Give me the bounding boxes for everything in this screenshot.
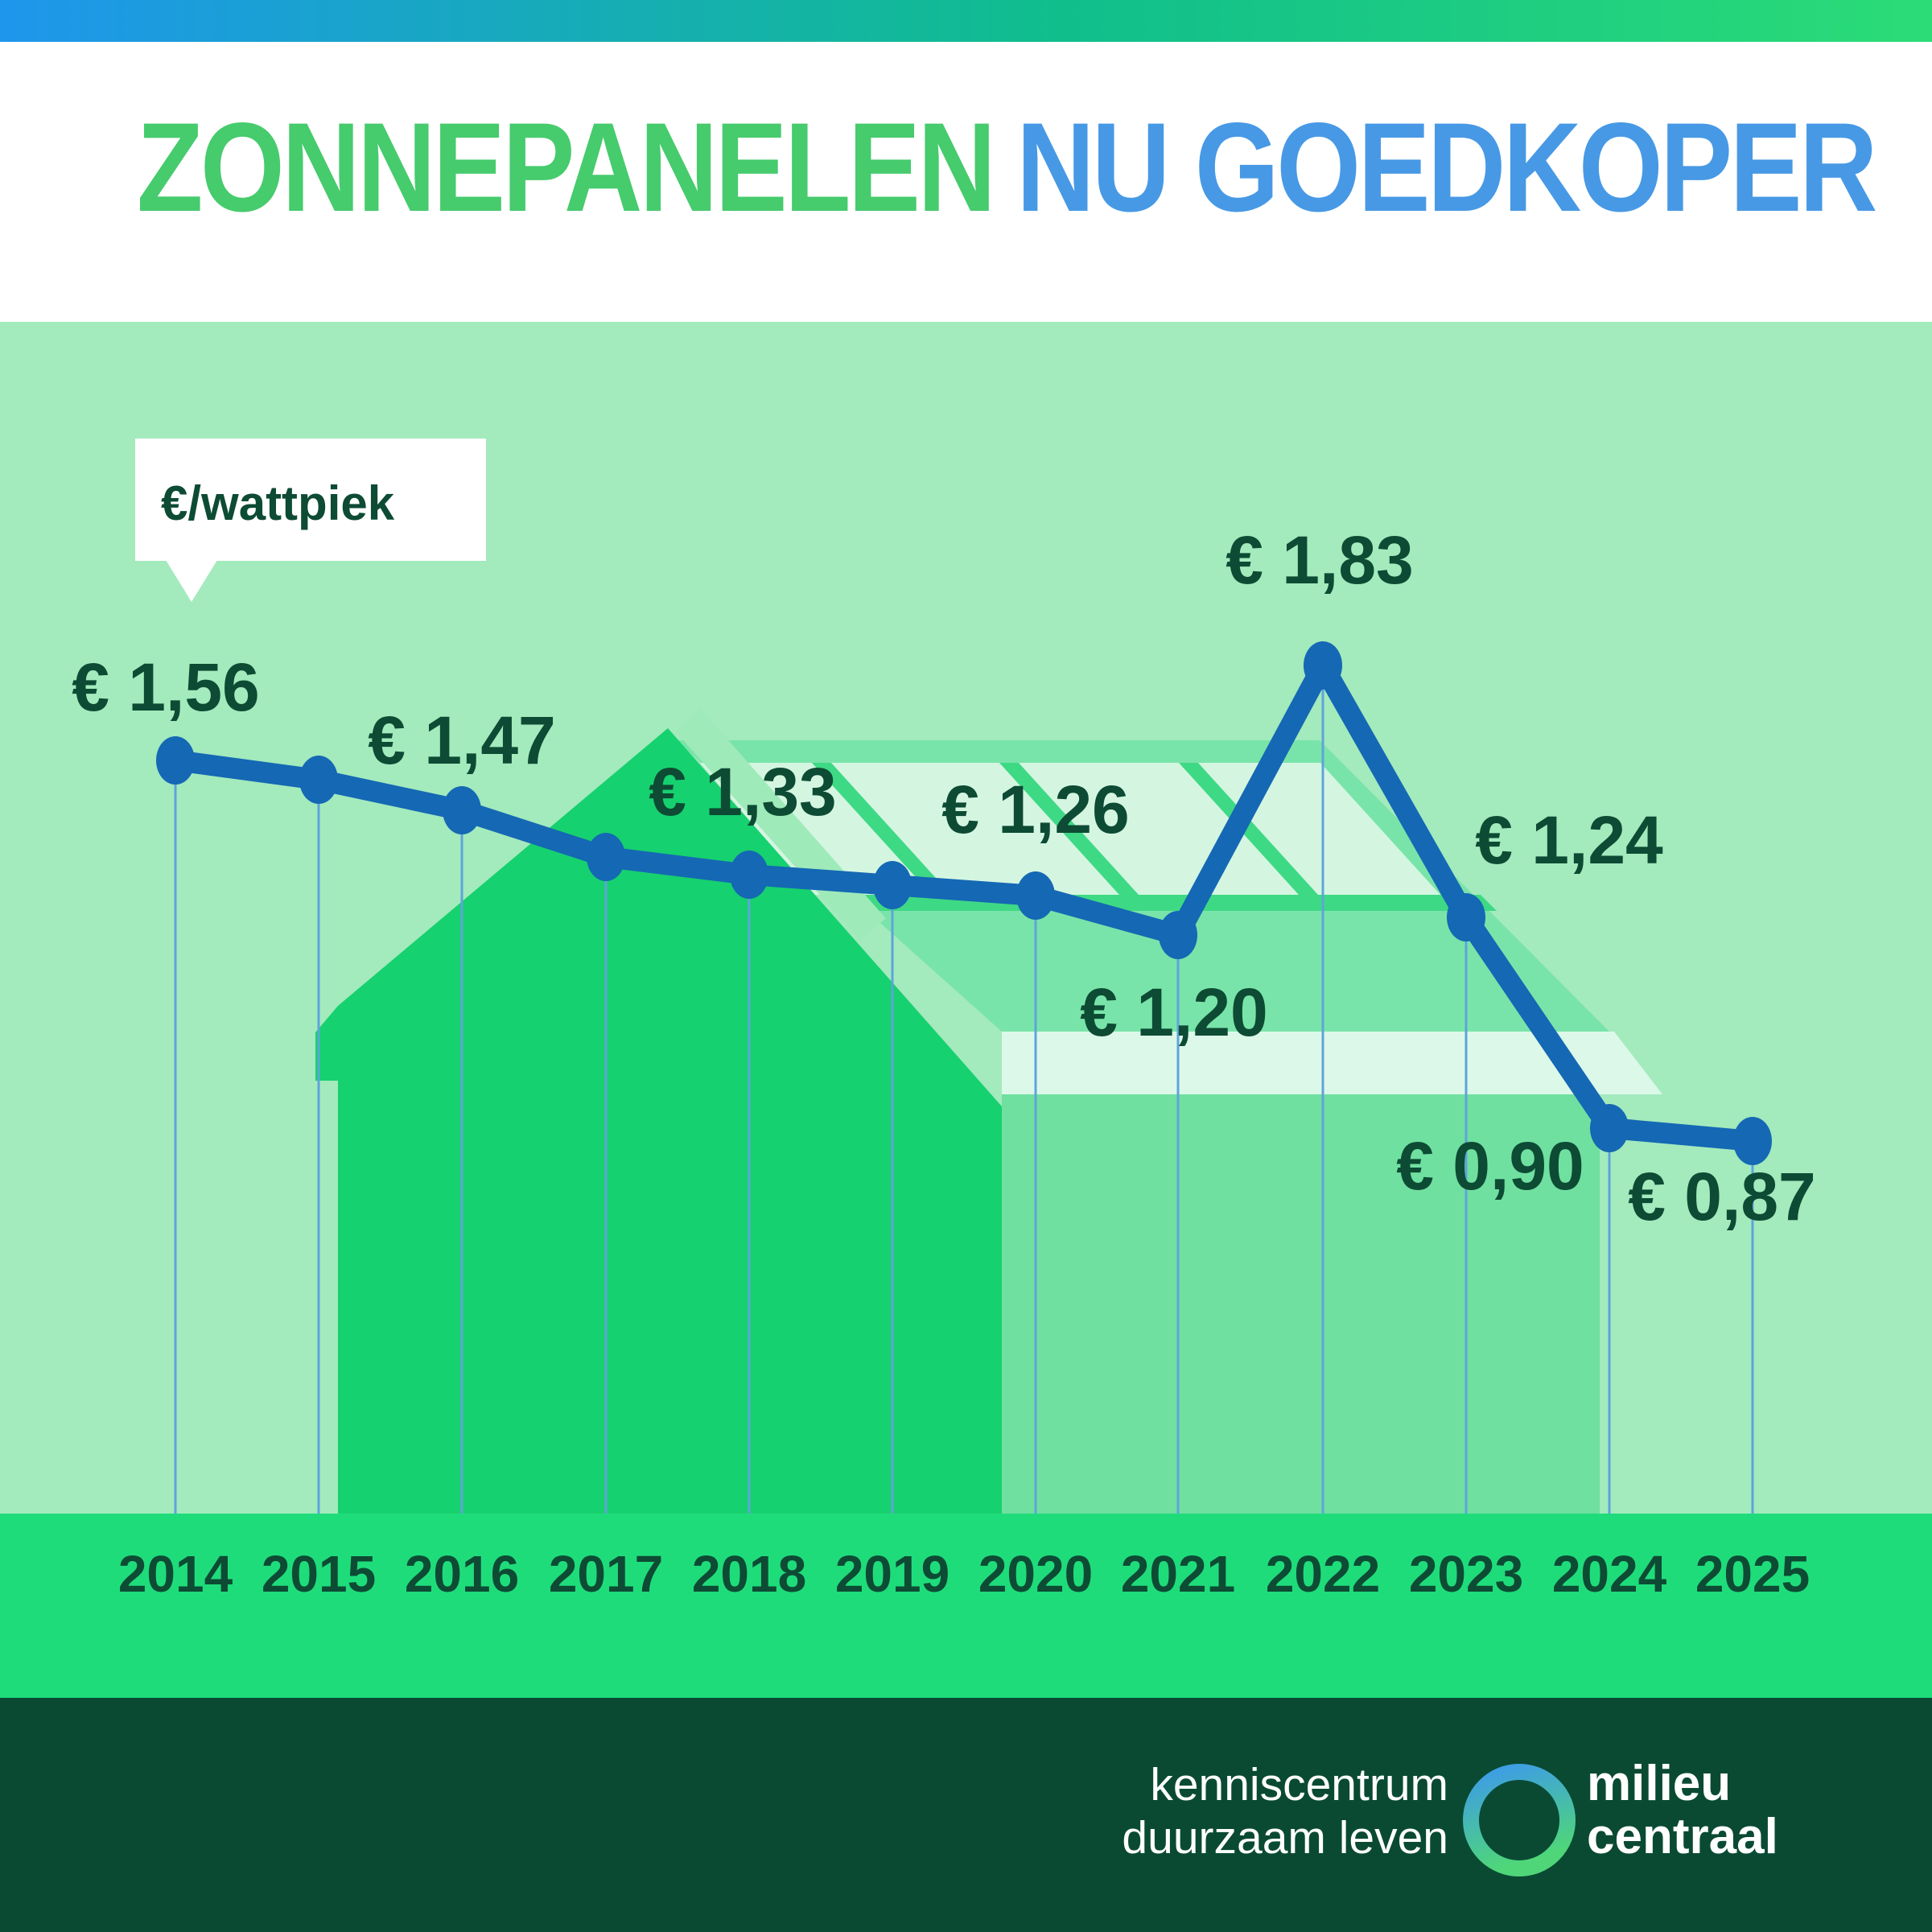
data-point-2023 xyxy=(1447,893,1485,941)
value-label-2021: € 1,20 xyxy=(1080,974,1268,1050)
data-point-2015 xyxy=(299,756,338,804)
data-point-2024 xyxy=(1590,1104,1629,1152)
page-title-text: ZONNEPANELEN NU GOEDKOPER xyxy=(137,97,1876,238)
title-part-green: ZONNEPANELEN xyxy=(137,97,993,238)
value-label-2024: € 0,90 xyxy=(1396,1128,1584,1204)
data-point-2016 xyxy=(443,786,481,834)
data-points xyxy=(156,641,1772,1165)
roof-fascia-strip xyxy=(1002,1032,1662,1094)
year-label-2014: 2014 xyxy=(118,1545,233,1603)
data-point-2020 xyxy=(1016,871,1055,920)
x-axis-band xyxy=(0,1514,1932,1698)
year-label-2023: 2023 xyxy=(1409,1545,1523,1603)
data-point-2019 xyxy=(873,861,912,909)
data-point-2022 xyxy=(1304,641,1342,690)
brand-line1: milieu xyxy=(1587,1756,1731,1811)
year-label-2019: 2019 xyxy=(835,1545,950,1603)
year-label-2025: 2025 xyxy=(1695,1545,1810,1603)
gable-edge-highlight xyxy=(675,709,886,941)
footer-line2: duurzaam leven xyxy=(1122,1812,1448,1864)
year-label-2020: 2020 xyxy=(978,1545,1093,1603)
data-point-2017 xyxy=(587,833,625,881)
chart-droplines xyxy=(174,665,1754,1514)
value-label-2025: € 0,87 xyxy=(1628,1159,1816,1234)
value-label-2016: € 1,47 xyxy=(368,702,556,778)
panel-divider xyxy=(999,763,1139,895)
data-point-2014 xyxy=(156,736,195,785)
brand-line2: centraal xyxy=(1587,1809,1778,1864)
x-axis-year-labels: 2014 2015 2016 2017 2018 2019 2020 2021 2022 2023… xyxy=(118,1545,1810,1603)
house-wall xyxy=(1002,1094,1600,1514)
unit-bubble-box xyxy=(135,439,486,561)
year-label-2016: 2016 xyxy=(405,1545,519,1603)
page-title: ZONNEPANELEN NU GOEDKOPER xyxy=(137,97,1878,238)
house-gable xyxy=(315,728,1002,1514)
year-label-2017: 2017 xyxy=(549,1545,663,1603)
house-illustration xyxy=(315,709,1662,1514)
price-line xyxy=(165,655,1763,1151)
value-label-2022: € 1,83 xyxy=(1226,522,1414,598)
unit-bubble-tail xyxy=(166,560,217,602)
data-point-2018 xyxy=(730,851,768,899)
ring-logo-icon xyxy=(1463,1764,1576,1876)
footer-line1: kenniscentrum xyxy=(1150,1759,1448,1810)
value-labels: € 1,56 € 1,47 € 1,33 € 1,26 € 1,20 € 1,83 € 1,… xyxy=(72,522,1816,1234)
value-label-2023: € 1,24 xyxy=(1475,802,1663,878)
year-label-2024: 2024 xyxy=(1552,1545,1667,1603)
year-label-2022: 2022 xyxy=(1266,1545,1380,1603)
value-label-2014: € 1,56 xyxy=(72,649,260,725)
title-part-blue: NU GOEDKOPER xyxy=(1016,97,1876,238)
header-background xyxy=(0,42,1932,322)
price-line-series xyxy=(165,655,1763,1151)
footer-logo: kenniscentrum duurzaam leven milieu cent… xyxy=(1122,1756,1778,1876)
footer-background xyxy=(0,1698,1932,1932)
data-point-2021 xyxy=(1159,911,1197,959)
value-label-2020: € 1,26 xyxy=(941,772,1130,847)
year-label-2021: 2021 xyxy=(1121,1545,1235,1603)
data-point-2025 xyxy=(1733,1117,1772,1165)
unit-bubble: €/wattpiek xyxy=(135,439,486,602)
value-label-2018: € 1,33 xyxy=(649,754,837,830)
panel-divider xyxy=(812,763,951,895)
year-label-2018: 2018 xyxy=(692,1545,806,1603)
unit-label: €/wattpiek xyxy=(161,476,395,530)
panel-divider xyxy=(1179,763,1318,895)
year-label-2015: 2015 xyxy=(262,1545,376,1603)
top-gradient-bar xyxy=(0,0,1932,42)
